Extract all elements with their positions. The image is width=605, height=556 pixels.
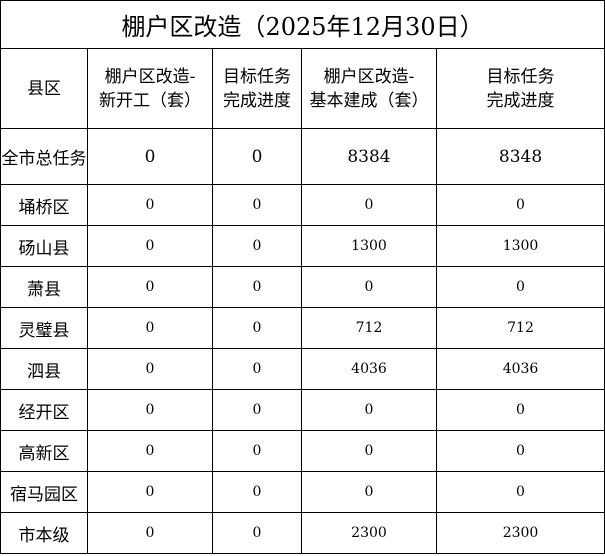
value-cell: 0	[87, 266, 213, 308]
table-row: 灵璧县 0 0 712 712	[0, 307, 605, 349]
table-row: 砀山县 0 0 1300 1300	[0, 225, 605, 267]
value-cell: 712	[435, 307, 605, 349]
value-cell: 0	[212, 389, 302, 431]
value-cell: 8348	[435, 128, 605, 185]
column-header: 目标任务 完成进度	[212, 48, 302, 129]
value-cell: 0	[212, 307, 302, 349]
value-cell: 0	[212, 471, 302, 513]
header-row: 县区 棚户区改造- 新开工（套） 目标任务 完成进度 棚户区改造- 基本建成（套） 目标任务完…	[0, 48, 605, 129]
value-cell: 2300	[435, 512, 605, 554]
column-header: 目标任务 完成进度	[435, 48, 605, 129]
table-row: 高新区 0 0 0 0	[0, 430, 605, 472]
value-cell: 0	[87, 184, 213, 226]
value-cell: 0	[87, 430, 213, 472]
table-row: 萧县 0 0 0 0	[0, 266, 605, 308]
value-cell: 8384	[301, 128, 437, 185]
table-title: 棚户区改造（2025年12月30日）	[0, 0, 605, 49]
value-cell: 0	[87, 128, 213, 185]
value-cell: 0	[87, 348, 213, 390]
table-row: 市本级 0 0 2300 2300	[0, 512, 605, 554]
value-cell: 0	[87, 471, 213, 513]
column-header: 棚户区改造- 基本建成（套）	[301, 48, 437, 129]
value-cell: 1300	[435, 225, 605, 267]
value-cell: 0	[435, 471, 605, 513]
value-cell: 0	[212, 225, 302, 267]
table-row: 经开区 0 0 0 0	[0, 389, 605, 431]
value-cell: 4036	[435, 348, 605, 390]
value-cell: 0	[212, 512, 302, 554]
value-cell: 0	[301, 471, 437, 513]
value-cell: 2300	[301, 512, 437, 554]
header-line: 棚户区改造-	[323, 66, 415, 87]
value-cell: 0	[435, 184, 605, 226]
value-cell: 0	[87, 225, 213, 267]
title-row: 棚户区改造（2025年12月30日）	[0, 0, 605, 49]
district-cell: 市本级	[0, 512, 88, 554]
value-cell: 0	[301, 430, 437, 472]
header-line: 目标任务	[486, 66, 555, 87]
district-cell: 高新区	[0, 430, 88, 472]
district-cell: 灵璧县	[0, 307, 88, 349]
table-row: 全市总任务 0 0 8384 8348	[0, 128, 605, 185]
header-line: 棚户区改造-	[104, 66, 196, 87]
district-cell: 泗县	[0, 348, 88, 390]
district-cell: 萧县	[0, 266, 88, 308]
value-cell: 0	[87, 307, 213, 349]
value-cell: 1300	[301, 225, 437, 267]
header-line: 县区	[27, 78, 61, 99]
value-cell: 4036	[301, 348, 437, 390]
value-cell: 0	[87, 512, 213, 554]
value-cell: 0	[301, 266, 437, 308]
value-cell: 0	[87, 389, 213, 431]
value-cell: 0	[435, 266, 605, 308]
district-cell: 宿马园区	[0, 471, 88, 513]
table-row: 宿马园区 0 0 0 0	[0, 471, 605, 513]
value-cell: 0	[212, 266, 302, 308]
district-cell: 全市总任务	[0, 128, 88, 185]
column-header: 棚户区改造- 新开工（套）	[87, 48, 213, 129]
value-cell: 0	[435, 389, 605, 431]
header-line: 新开工（套）	[99, 90, 201, 111]
header-line: 基本建成（套）	[309, 90, 429, 111]
column-header: 县区	[0, 48, 88, 129]
header-line: 完成进度	[486, 90, 555, 111]
value-cell: 0	[301, 184, 437, 226]
table-row: 泗县 0 0 4036 4036	[0, 348, 605, 390]
table-row: 埇桥区 0 0 0 0	[0, 184, 605, 226]
value-cell: 0	[212, 348, 302, 390]
value-cell: 0	[212, 430, 302, 472]
value-cell: 712	[301, 307, 437, 349]
value-cell: 0	[435, 430, 605, 472]
district-cell: 砀山县	[0, 225, 88, 267]
value-cell: 0	[301, 389, 437, 431]
header-line: 完成进度	[223, 90, 291, 111]
value-cell: 0	[212, 128, 302, 185]
district-cell: 经开区	[0, 389, 88, 431]
header-line: 目标任务	[223, 66, 291, 87]
district-cell: 埇桥区	[0, 184, 88, 226]
value-cell: 0	[212, 184, 302, 226]
